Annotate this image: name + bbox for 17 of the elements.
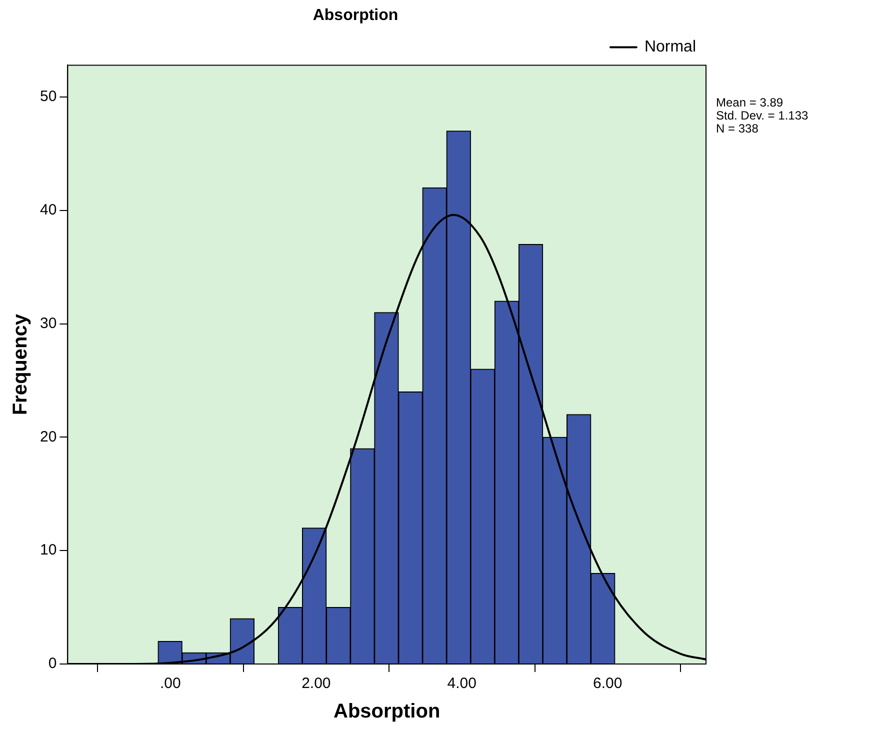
text: Mean = 3.89 (716, 96, 784, 110)
text: Std. Dev. = 1.133 (716, 108, 808, 123)
x-tick-label: .00 (160, 675, 181, 692)
y-tick-label: 20 (40, 428, 57, 446)
y-tick-label: 10 (40, 542, 57, 559)
text: N = 338 (716, 122, 759, 136)
y-tick-label: 50 (40, 88, 57, 106)
chart-title: Absorption (312, 7, 398, 24)
y-tick-label: 30 (40, 314, 57, 332)
x-tick-label: 6.00 (593, 675, 622, 692)
legend-label: Normal (644, 38, 696, 56)
x-tick-label: 2.00 (302, 675, 331, 692)
x-tick-label: 4.00 (447, 675, 476, 692)
x-axis-title: Absorption (334, 700, 440, 723)
y-tick-label: 0 (48, 655, 57, 672)
y-axis-title: Frequency (10, 313, 32, 416)
y-tick-label: 40 (40, 202, 57, 219)
